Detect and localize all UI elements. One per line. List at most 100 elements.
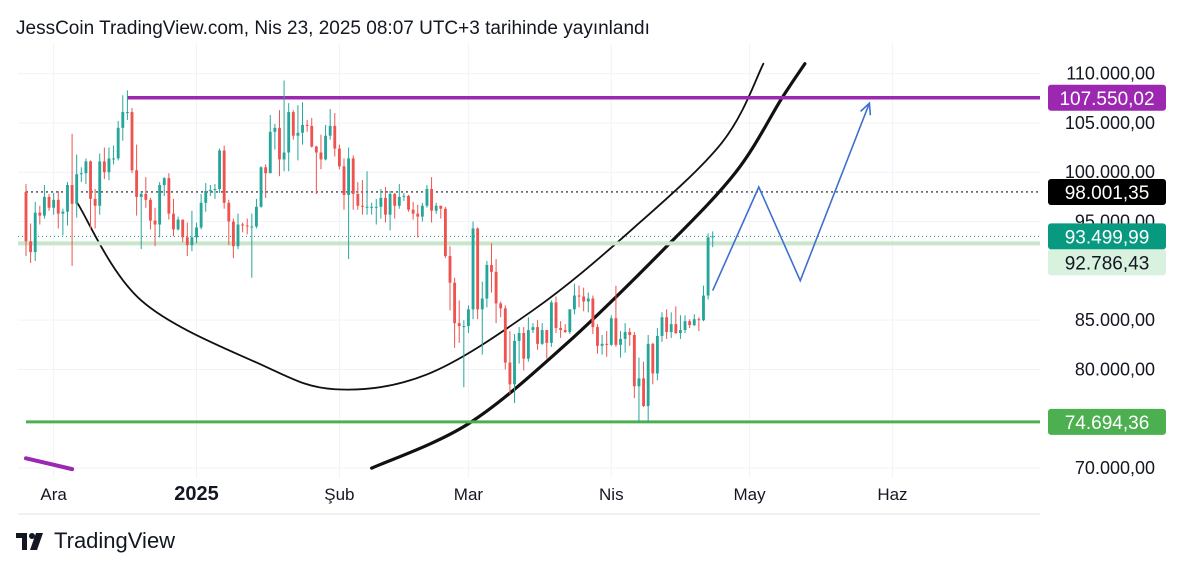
candle-body	[619, 338, 622, 345]
candle-body	[121, 112, 125, 128]
price-labels: 107.550,02 98.001,35 93.499,99 92.786,43 74.…	[1048, 84, 1166, 435]
candle-body	[337, 148, 341, 167]
candle-body	[259, 167, 263, 207]
projection-line	[711, 102, 871, 291]
candle-body	[577, 295, 581, 297]
candle-body	[439, 205, 443, 209]
candle-body	[273, 127, 277, 132]
candle-body	[517, 333, 521, 341]
candle-body	[655, 335, 659, 374]
candle-body	[172, 213, 175, 230]
candle-body	[554, 302, 558, 329]
y-tick-label: 80.000,00	[1075, 360, 1155, 380]
candle-body	[333, 125, 337, 149]
candle-body	[93, 198, 97, 206]
candle-body	[508, 362, 512, 385]
candle-body	[278, 127, 281, 160]
candle-body	[213, 188, 217, 190]
candle-body	[688, 321, 692, 326]
candle-body	[75, 174, 79, 204]
candle-body	[536, 327, 539, 344]
candle-body	[84, 161, 88, 174]
x-axis: Ara 2025 Şub Mar Nis May Haz	[40, 483, 907, 505]
candle-body	[310, 125, 314, 147]
candle-body	[384, 197, 387, 215]
candle-body	[503, 308, 507, 363]
candle-body	[347, 158, 351, 195]
candle-body	[342, 166, 346, 195]
resistance-price-tag	[1048, 84, 1166, 111]
candle-body	[291, 112, 295, 136]
candle-body	[102, 161, 106, 173]
x-tick-label: Ara	[40, 485, 67, 504]
candle-body	[43, 196, 46, 216]
candle-body	[628, 332, 632, 335]
candle-body	[549, 302, 553, 343]
candle-body	[162, 178, 166, 186]
candle-body	[79, 173, 83, 175]
candle-body	[190, 237, 194, 246]
candle-body	[70, 185, 74, 204]
candle-body	[443, 208, 447, 257]
candle-body	[222, 150, 226, 203]
candle-body	[98, 161, 102, 206]
support-price-label: 74.694,36	[1065, 413, 1150, 434]
candle-body	[531, 327, 535, 331]
candle-body	[176, 219, 180, 230]
candle-body	[480, 298, 484, 310]
candle-body	[250, 226, 254, 228]
candle-body	[637, 378, 641, 387]
candle-body	[513, 340, 516, 385]
candle-body	[351, 158, 355, 194]
candle-body	[416, 213, 420, 217]
candle-body	[434, 205, 438, 211]
thin-arc-curve	[75, 62, 765, 391]
x-tick-label: May	[734, 485, 767, 504]
candle-body	[33, 212, 37, 253]
current-price-label: 93.499,99	[1065, 227, 1150, 248]
candle-body	[485, 264, 489, 299]
candle-body	[365, 206, 369, 208]
candle-body	[411, 209, 415, 214]
x-tick-label: Haz	[877, 485, 907, 504]
candle-body	[494, 271, 498, 304]
candle-body	[116, 127, 120, 159]
candle-body	[448, 256, 452, 283]
candle-body	[462, 326, 466, 328]
candle-body	[660, 317, 664, 336]
candle-body	[107, 158, 111, 173]
candle-body	[683, 321, 687, 331]
candle-body	[453, 282, 457, 324]
candle-body	[674, 324, 678, 334]
candle-body	[236, 224, 240, 247]
candle-body	[52, 199, 56, 208]
candle-body	[374, 206, 378, 208]
candle-body	[711, 236, 715, 238]
candle-body	[255, 206, 258, 227]
candle-body	[476, 228, 480, 310]
candle-body	[167, 178, 171, 214]
candle-body	[153, 220, 157, 225]
candle-body	[89, 161, 92, 199]
candle-body	[430, 188, 433, 211]
publish-info: JessCoin TradingView.com, Nis 23, 2025 0…	[16, 18, 650, 39]
x-tick-label: 2025	[174, 483, 219, 505]
black-price-label: 98.001,35	[1065, 183, 1150, 204]
candle-body	[361, 205, 364, 207]
candle-body	[471, 228, 475, 310]
candle-body	[706, 237, 710, 296]
candle-body	[679, 330, 682, 334]
thick-arc-curve	[370, 62, 807, 470]
candle-body	[545, 330, 549, 343]
black-price-tag	[1048, 178, 1166, 205]
candle-body	[231, 221, 235, 247]
horizontal-levels	[18, 96, 1040, 424]
candle-body	[393, 193, 397, 206]
candle-body	[540, 330, 544, 344]
y-tick-label: 85.000,00	[1075, 310, 1155, 330]
footer: TradingView	[16, 528, 175, 554]
x-tick-label: Nis	[599, 485, 624, 504]
candle-body	[563, 330, 567, 333]
